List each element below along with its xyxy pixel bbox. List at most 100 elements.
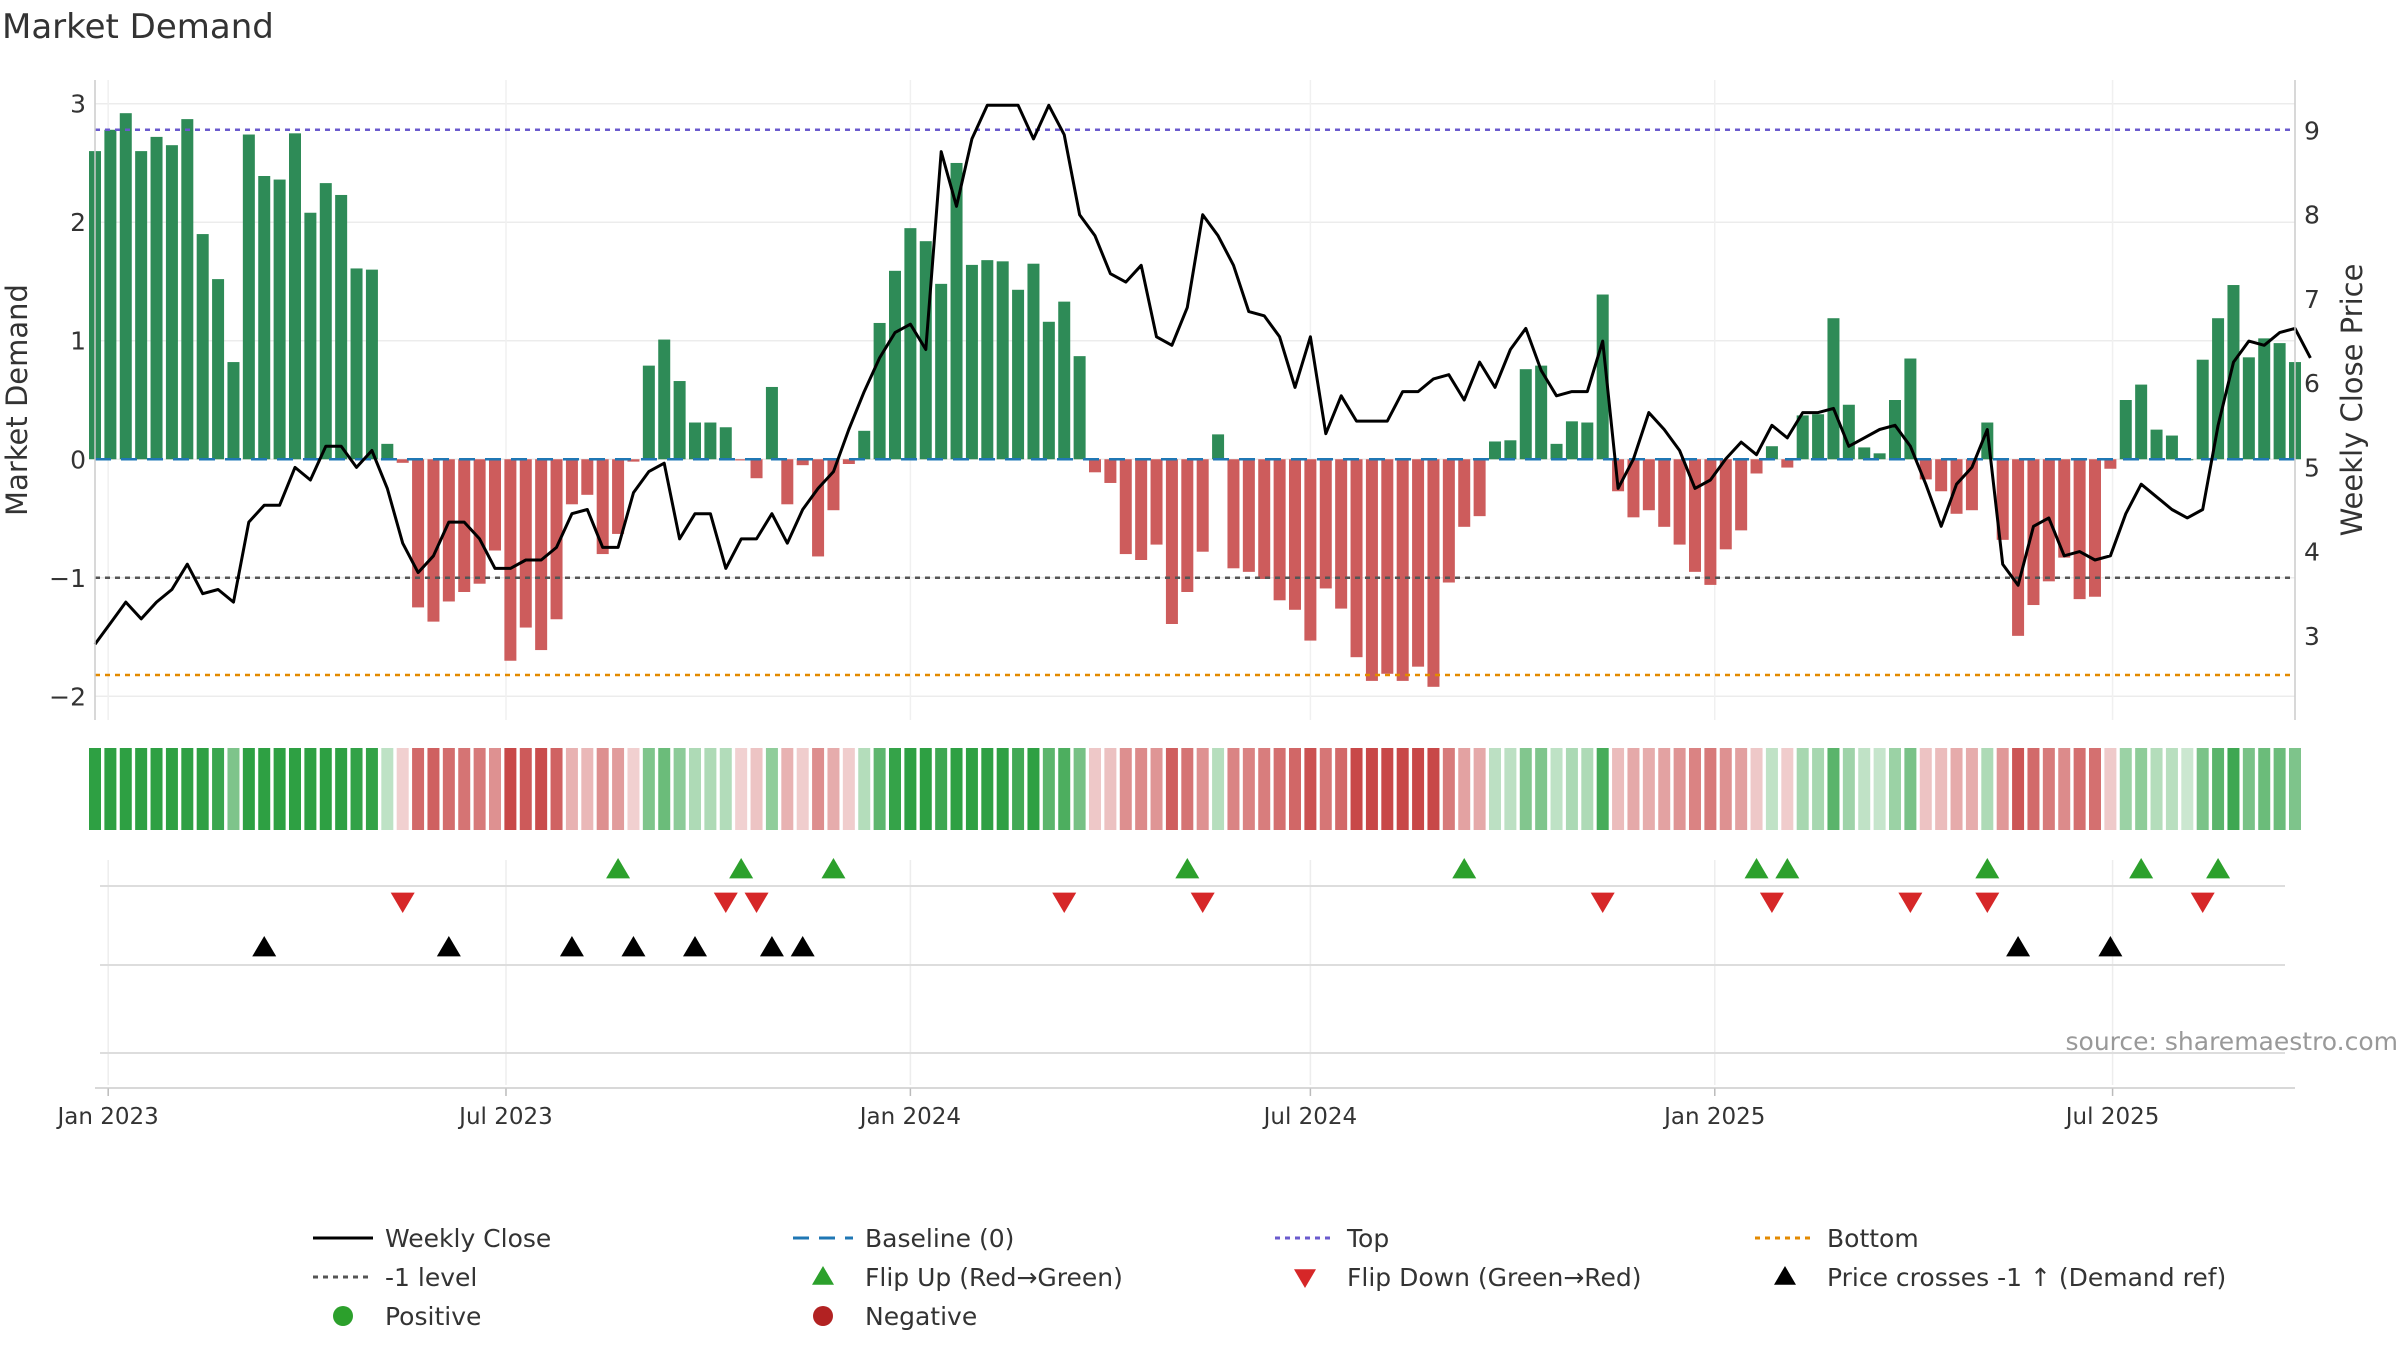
y2-axis-label: Weekly Close Price <box>2335 264 2369 537</box>
heat-cell-positive <box>365 748 378 830</box>
flip-down-marker <box>1590 892 1615 913</box>
y2-tick-label: 3 <box>2304 622 2320 651</box>
demand-bar-negative <box>1104 459 1117 483</box>
demand-bar-positive <box>2227 285 2240 460</box>
demand-bar-positive <box>1550 443 1563 460</box>
demand-bar-positive <box>365 269 378 460</box>
price-cross-marker <box>2098 936 2123 957</box>
demand-bar-negative <box>504 459 517 661</box>
demand-bar-negative <box>1442 459 1455 583</box>
heat-cell-positive <box>1842 748 1855 830</box>
heat-cell-negative <box>1365 748 1378 830</box>
demand-bar-negative <box>1458 459 1471 527</box>
heat-cell-positive <box>335 748 348 830</box>
demand-bar-positive <box>1212 434 1225 460</box>
demand-bar-positive <box>212 279 225 460</box>
legend-label: Price crosses -1 ↑ (Demand ref) <box>1827 1263 2226 1292</box>
demand-bar-negative <box>1165 459 1178 624</box>
demand-bar-positive <box>1504 440 1517 460</box>
legend-swatch-dot <box>333 1306 353 1326</box>
heat-cell-positive <box>381 748 394 830</box>
demand-bar-negative <box>442 459 455 602</box>
y-tick-label: 2 <box>70 208 86 237</box>
heat-cell-positive <box>196 748 209 830</box>
flip-up-marker <box>1175 858 1200 879</box>
demand-bar-negative <box>1381 459 1394 674</box>
demand-bar-positive <box>196 234 209 460</box>
demand-bar-positive <box>2242 357 2255 460</box>
price-cross-marker <box>436 936 461 957</box>
heat-cell-negative <box>1996 748 2009 830</box>
legend: Weekly Close Baseline (0) Top Bottom -1 leve… <box>313 1224 2226 1331</box>
x-tick-label: Jul 2025 <box>2064 1104 2160 1130</box>
heat-cell-positive <box>1889 748 1901 830</box>
heat-cell-negative <box>1289 748 1301 830</box>
flip-down-marker <box>1898 892 1923 913</box>
heat-cell-positive <box>2181 748 2194 830</box>
heat-cell-negative <box>796 748 809 830</box>
flip-up-marker <box>1744 858 1769 879</box>
flip-down-marker <box>390 892 415 913</box>
demand-bar-positive <box>689 422 701 460</box>
heat-cell-negative <box>1196 748 1209 830</box>
legend-item: Weekly Close <box>313 1224 551 1253</box>
flip-up-marker <box>1775 858 1800 879</box>
demand-heat-strip <box>89 748 2301 830</box>
heat-cell-positive <box>1073 748 1086 830</box>
demand-bar-negative <box>1150 459 1163 545</box>
demand-bar-negative <box>1242 459 1255 572</box>
heat-cell-positive <box>658 748 671 830</box>
legend-item: Flip Down (Green→Red) <box>1294 1263 1642 1292</box>
demand-bar-positive <box>1812 414 1825 460</box>
heat-cell-positive <box>289 748 301 830</box>
demand-bar-negative <box>1996 459 2009 540</box>
demand-bar-positive <box>2150 429 2163 460</box>
heat-cell-negative <box>1642 748 1655 830</box>
heat-cell-negative <box>1442 748 1455 830</box>
demand-bar-positive <box>904 228 917 460</box>
heat-cell-positive <box>873 748 886 830</box>
demand-bar-negative <box>1365 459 1378 681</box>
demand-bar-positive <box>289 133 301 460</box>
heat-cell-negative <box>1181 748 1194 830</box>
heat-cell-positive <box>1873 748 1886 830</box>
demand-bar-negative <box>473 459 486 584</box>
heat-cell-positive <box>242 748 255 830</box>
heat-cell-negative <box>1412 748 1425 830</box>
event-markers <box>95 858 2295 1089</box>
heat-cell-negative <box>1258 748 1271 830</box>
heat-cell-positive <box>719 748 732 830</box>
legend-label: Negative <box>865 1302 977 1331</box>
heat-cell-positive <box>2119 748 2132 830</box>
demand-bar-negative <box>1196 459 1209 552</box>
heat-cell-negative <box>781 748 794 830</box>
heat-cell-negative <box>2012 748 2025 830</box>
heat-cell-negative <box>1273 748 1286 830</box>
demand-bar-negative <box>412 459 425 608</box>
flip-up-marker <box>1452 858 1477 879</box>
legend-item: Bottom <box>1755 1224 1919 1253</box>
flip-up-marker <box>1975 858 2000 879</box>
demand-bar-positive <box>1535 365 1548 460</box>
demand-bar-positive <box>273 179 286 460</box>
demand-bar-positive <box>150 136 163 460</box>
price-cross-marker <box>621 936 646 957</box>
demand-bar-negative <box>550 459 563 620</box>
heat-cell-positive <box>2258 748 2271 830</box>
demand-bar-positive <box>1596 294 1609 460</box>
heat-cell-negative <box>396 748 409 830</box>
y2-tick-label: 7 <box>2304 285 2320 314</box>
heat-cell-positive <box>350 748 363 830</box>
heat-cell-positive <box>1212 748 1225 830</box>
heat-cell-negative <box>427 748 440 830</box>
heat-cell-positive <box>1765 748 1778 830</box>
demand-bar-positive <box>119 113 132 460</box>
demand-bar-negative <box>1258 459 1271 579</box>
x-tick-label: Jan 2024 <box>858 1104 961 1130</box>
legend-swatch-dot <box>813 1306 833 1326</box>
demand-bar-negative <box>781 459 794 505</box>
demand-bar-positive <box>858 430 871 460</box>
heat-cell-positive <box>319 748 332 830</box>
legend-swatch-triangle-up <box>812 1266 834 1285</box>
